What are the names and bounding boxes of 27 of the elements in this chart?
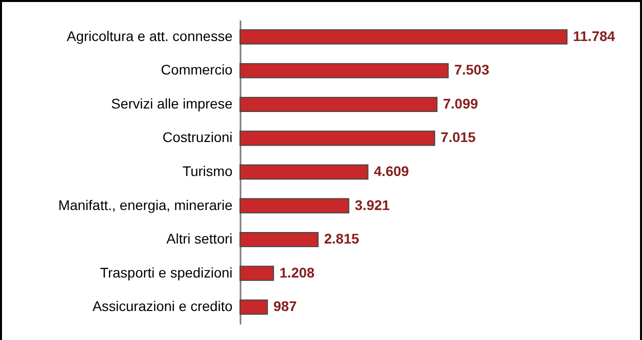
- y-tick-label: Agricoltura e att. connesse: [66, 28, 233, 44]
- data-label: 4.609: [374, 163, 410, 179]
- data-label: 3.921: [354, 196, 390, 213]
- y-tick-label: Costruzioni: [162, 129, 232, 146]
- bar: [240, 300, 268, 315]
- data-label: 2.815: [324, 230, 360, 247]
- bar: [240, 198, 350, 214]
- data-label: 7.099: [442, 95, 478, 112]
- y-tick-label: Commercio: [160, 62, 233, 78]
- y-tick-label: Turismo: [182, 163, 233, 179]
- data-label: 11.784: [573, 28, 616, 44]
- bar: [240, 63, 449, 78]
- data-label: 1.208: [280, 264, 315, 280]
- bar: [240, 232, 319, 248]
- data-label: 7.503: [454, 62, 490, 78]
- bar: [240, 266, 274, 281]
- y-tick-label: Manifatt., energia, minerarie: [58, 196, 233, 213]
- bar: [240, 130, 436, 146]
- y-tick-label: Trasporti e spedizioni: [100, 264, 232, 280]
- y-tick-label: Altri settori: [166, 230, 232, 247]
- bar: [240, 164, 368, 180]
- data-label: 987: [273, 298, 297, 314]
- bar: [240, 96, 438, 112]
- bar: [240, 29, 568, 44]
- y-tick-label: Servizi alle imprese: [111, 95, 233, 112]
- data-label: 7.015: [440, 129, 476, 146]
- y-tick-label: Assicurazioni e credito: [92, 298, 233, 314]
